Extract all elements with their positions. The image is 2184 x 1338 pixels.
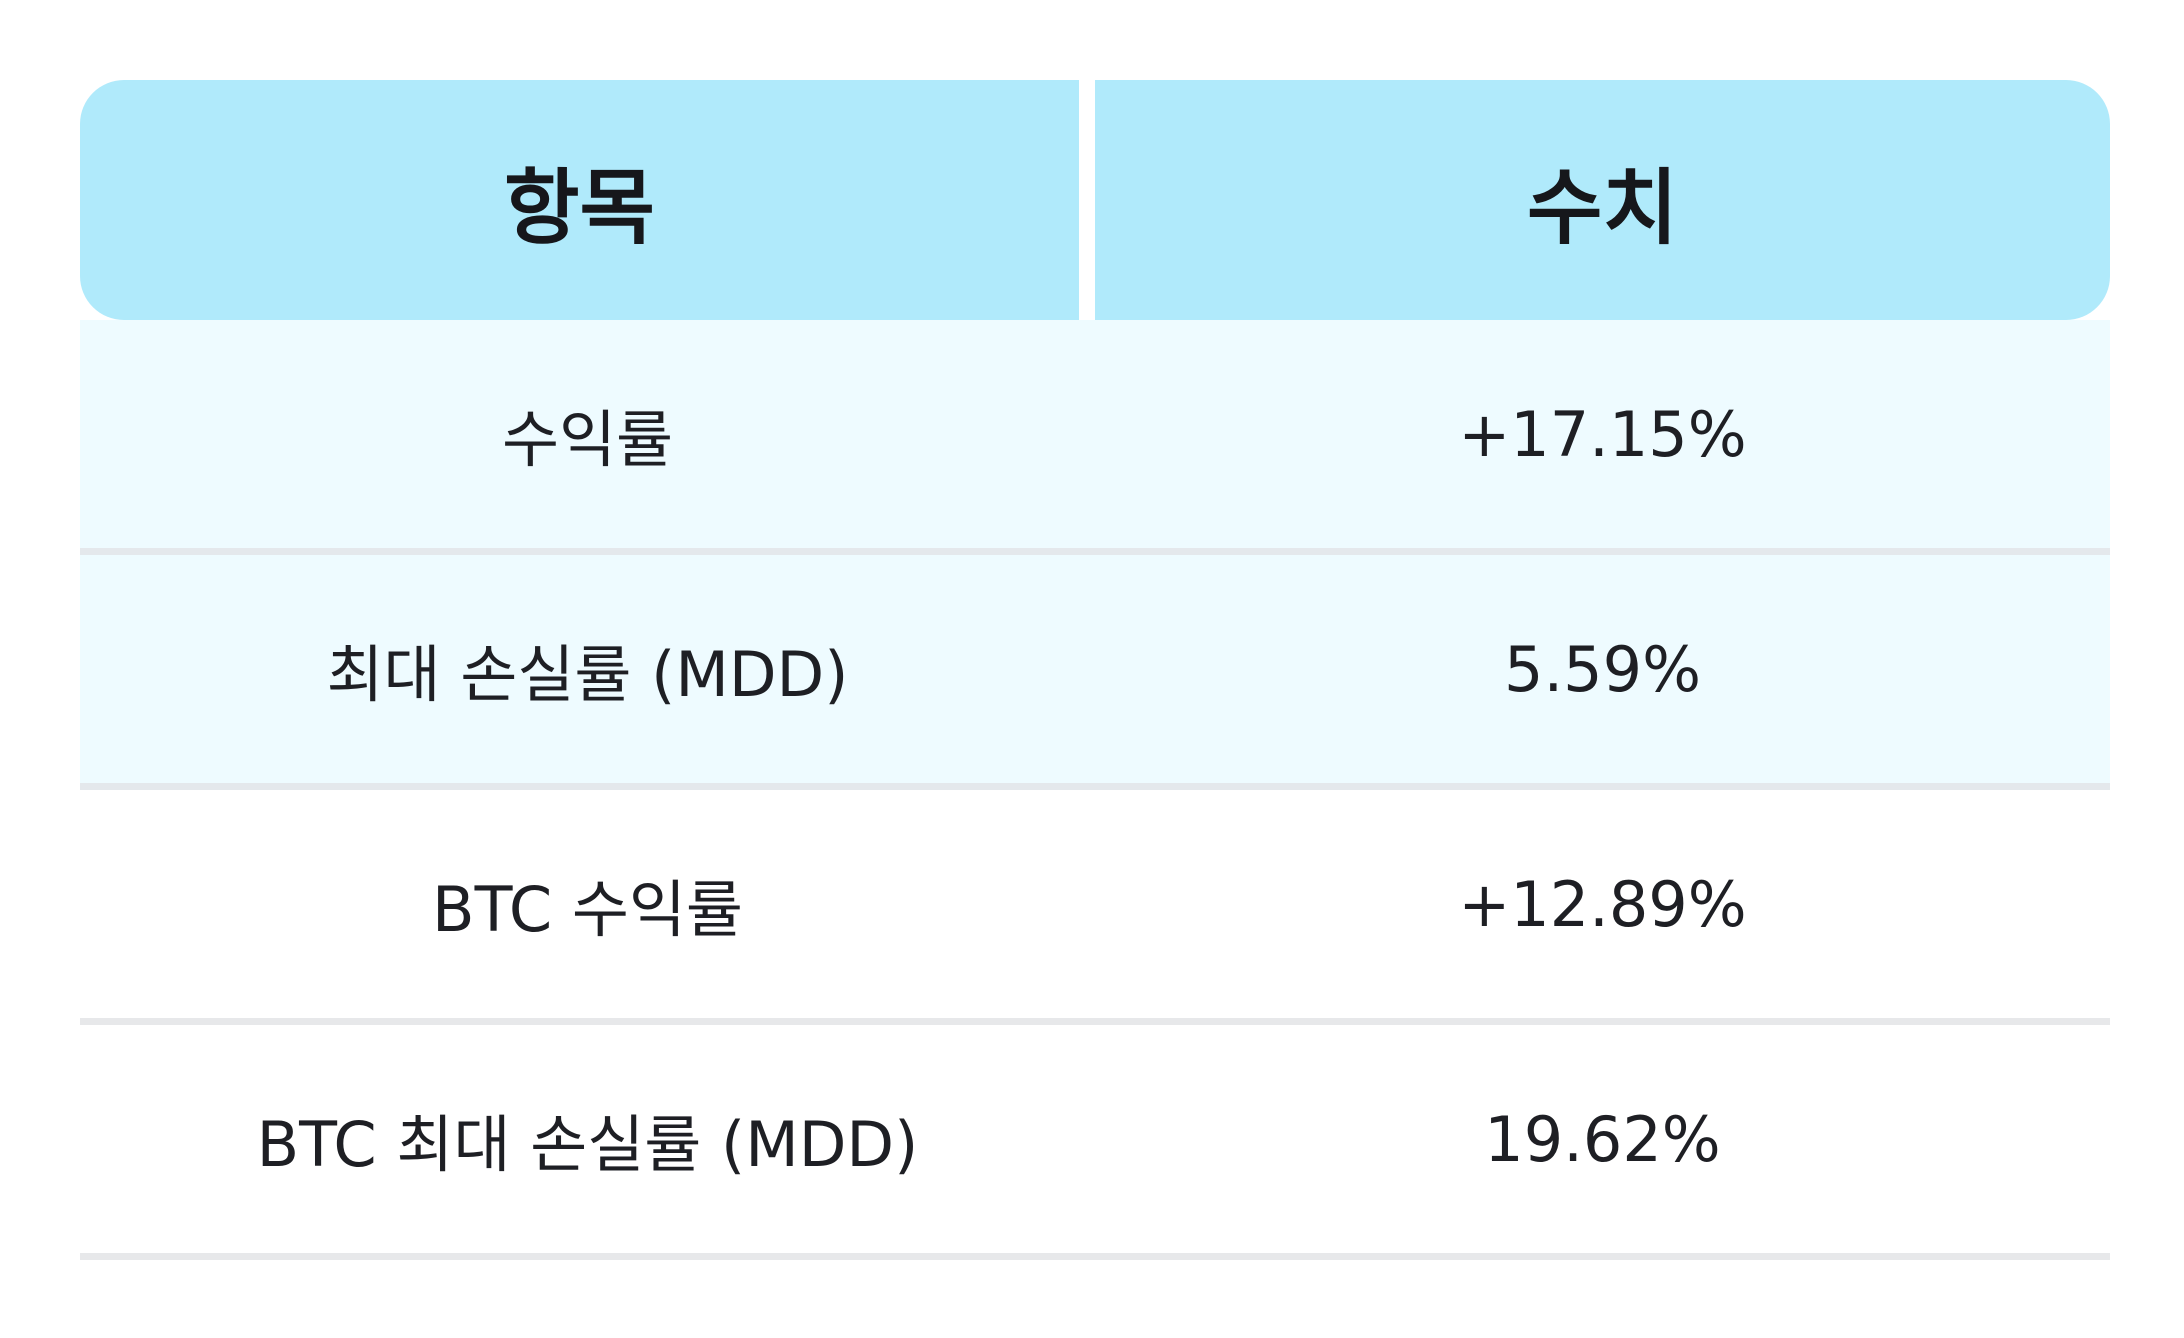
header-cell-item: 항목: [80, 80, 1079, 320]
row-value-cell: +17.15%: [1458, 397, 1747, 471]
row-item-cell: 최대 손실률 (MDD): [326, 638, 849, 711]
table-row: BTC 수익률 +12.89%: [80, 790, 2110, 1025]
header-cell-value: 수치: [1095, 80, 2110, 320]
table-row: 최대 손실률 (MDD) 5.59%: [80, 555, 2110, 790]
row-value-cell: 19.62%: [1484, 1102, 1721, 1176]
table-row: BTC 최대 손실률 (MDD) 19.62%: [80, 1025, 2110, 1260]
comparison-table: 항목 수치 수익률 +17.15% 최대 손실률 (MDD) 5.59% BTC…: [80, 80, 2110, 1260]
row-item-cell: 수익률: [501, 403, 674, 476]
row-item-cell: BTC 최대 손실률 (MDD): [256, 1108, 919, 1181]
table-header: 항목 수치: [80, 80, 2110, 320]
row-value-cell: 5.59%: [1504, 632, 1701, 706]
row-value-cell: +12.89%: [1458, 867, 1747, 941]
table-row: 수익률 +17.15%: [80, 320, 2110, 555]
row-item-cell: BTC 수익률: [432, 873, 743, 946]
